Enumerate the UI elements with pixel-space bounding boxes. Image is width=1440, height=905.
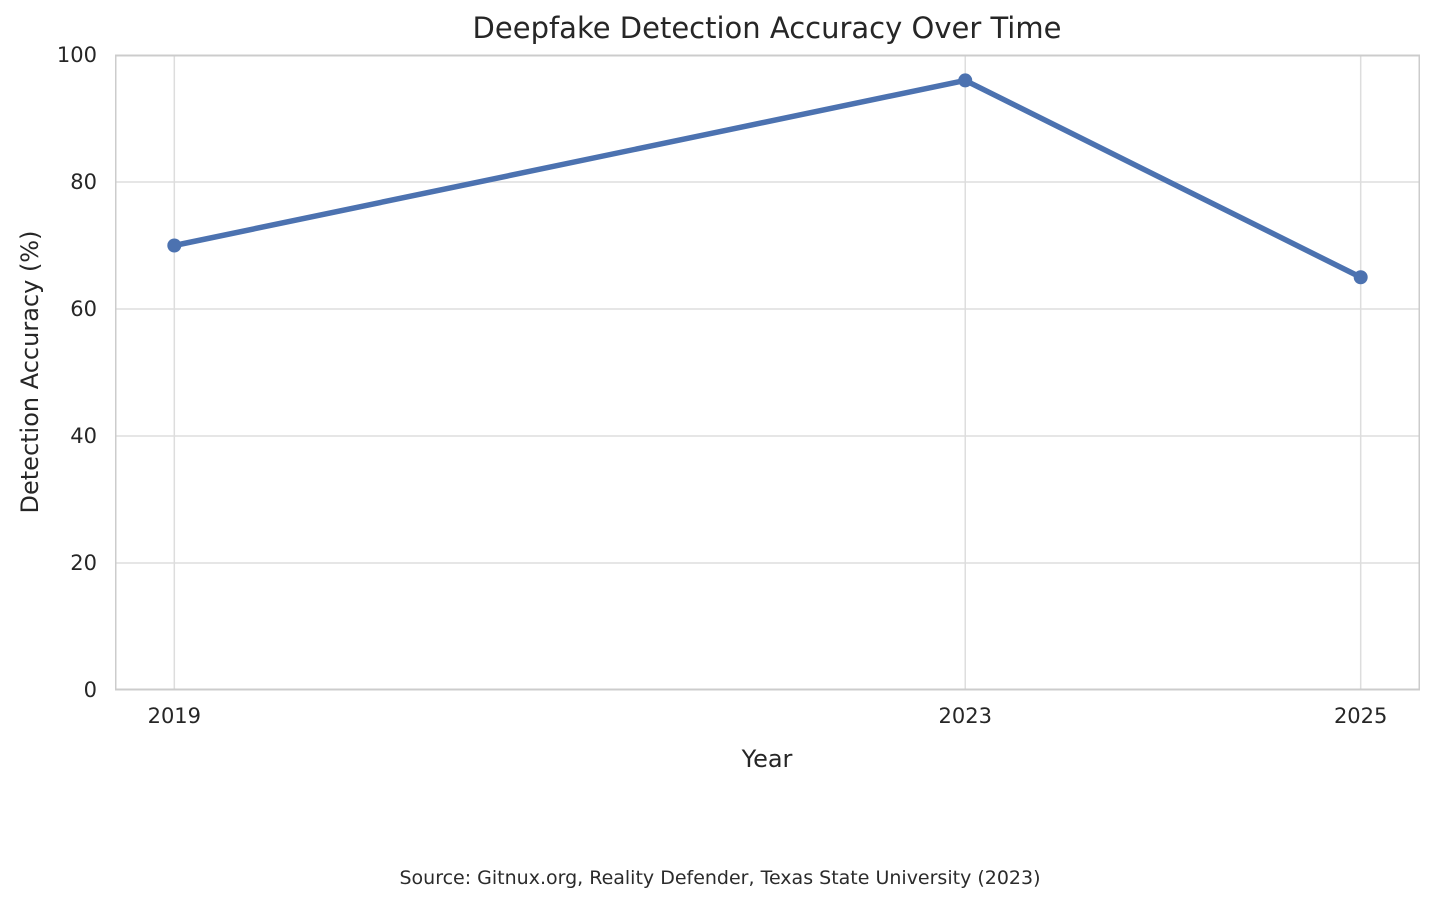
chart-title: Deepfake Detection Accuracy Over Time xyxy=(472,11,1062,45)
x-tick-label: 2019 xyxy=(147,704,202,728)
plot-area xyxy=(115,54,1420,691)
y-tick-label: 40 xyxy=(70,424,97,448)
x-tick-label: 2023 xyxy=(938,704,992,728)
x-tick-label: 2025 xyxy=(1333,704,1388,728)
data-line xyxy=(171,77,1364,280)
y-axis-ticks: 0 20 40 60 80 100 xyxy=(0,43,105,702)
data-point-marker xyxy=(1353,270,1368,285)
source-note: Source: Gitnux.org, Reality Defender, Te… xyxy=(399,867,1041,889)
y-tick-label: 100 xyxy=(56,43,97,67)
y-tick-label: 80 xyxy=(70,170,97,194)
data-point-marker xyxy=(958,73,973,88)
y-tick-label: 20 xyxy=(70,551,97,575)
x-axis-label: Year xyxy=(741,745,793,773)
data-point-marker xyxy=(167,238,182,253)
line-chart xyxy=(115,54,1420,691)
plot-border xyxy=(115,55,1420,690)
y-tick-label: 0 xyxy=(83,678,97,702)
x-axis-ticks: 2019 2023 2025 xyxy=(115,692,1420,732)
y-tick-label: 60 xyxy=(70,297,97,321)
